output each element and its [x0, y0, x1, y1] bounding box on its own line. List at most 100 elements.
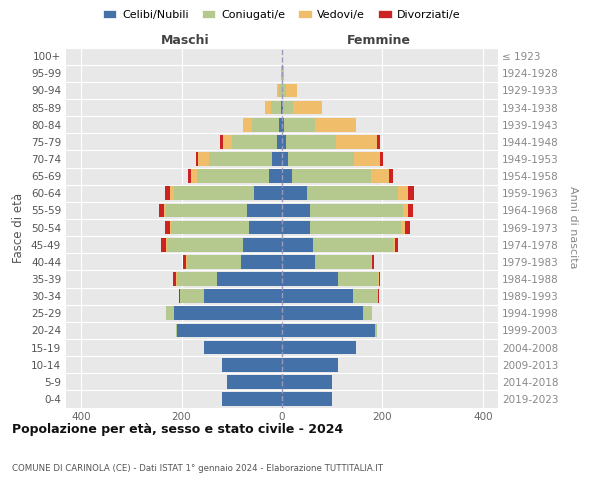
Bar [282, 358, 338, 372]
Bar [293, 100, 322, 114]
Bar [284, 118, 315, 132]
Bar [401, 220, 405, 234]
Bar [252, 118, 280, 132]
Bar [282, 272, 338, 286]
Bar [281, 66, 282, 80]
Bar [307, 186, 398, 200]
Bar [282, 324, 375, 337]
Bar [282, 340, 356, 354]
Bar [371, 255, 372, 268]
Bar [310, 204, 403, 217]
Bar [395, 238, 398, 252]
Bar [380, 152, 383, 166]
Bar [389, 169, 393, 183]
Bar [176, 324, 282, 337]
Text: Popolazione per età, sesso e stato civile - 2024: Popolazione per età, sesso e stato civil… [12, 422, 343, 436]
Bar [196, 152, 198, 166]
Bar [170, 186, 174, 200]
Bar [282, 135, 286, 148]
Bar [159, 204, 164, 217]
Bar [313, 238, 392, 252]
Bar [183, 255, 185, 268]
Bar [392, 238, 395, 252]
Bar [166, 204, 247, 217]
Bar [167, 238, 243, 252]
Bar [185, 255, 187, 268]
Bar [364, 306, 373, 320]
Bar [241, 255, 282, 268]
Bar [232, 135, 277, 148]
Bar [277, 84, 280, 97]
Bar [403, 204, 407, 217]
Bar [280, 84, 282, 97]
Bar [227, 375, 282, 388]
Text: Femmine: Femmine [347, 34, 411, 48]
Bar [271, 100, 281, 114]
Bar [164, 204, 166, 217]
Bar [379, 272, 380, 286]
Bar [277, 135, 282, 148]
Bar [372, 255, 374, 268]
Bar [282, 84, 286, 97]
Y-axis label: Fasce di età: Fasce di età [13, 192, 25, 262]
Bar [179, 289, 180, 303]
Bar [188, 169, 191, 183]
Bar [338, 272, 379, 286]
Bar [243, 238, 282, 252]
Bar [371, 169, 389, 183]
Bar [254, 186, 282, 200]
Text: Maschi: Maschi [160, 34, 209, 48]
Bar [174, 306, 282, 320]
Bar [281, 100, 282, 114]
Bar [222, 392, 282, 406]
Bar [222, 358, 282, 372]
Bar [282, 375, 332, 388]
Bar [407, 186, 413, 200]
Bar [286, 135, 336, 148]
Bar [353, 289, 379, 303]
Bar [282, 186, 307, 200]
Bar [282, 100, 283, 114]
Bar [407, 204, 413, 217]
Bar [247, 204, 282, 217]
Bar [197, 169, 269, 183]
Bar [282, 255, 314, 268]
Bar [315, 118, 356, 132]
Bar [310, 220, 401, 234]
Bar [166, 220, 170, 234]
Bar [223, 135, 232, 148]
Bar [282, 152, 288, 166]
Bar [250, 220, 282, 234]
Bar [161, 238, 166, 252]
Bar [209, 152, 272, 166]
Bar [355, 152, 380, 166]
Bar [170, 220, 172, 234]
Bar [191, 169, 197, 183]
Bar [217, 272, 282, 286]
Bar [405, 220, 410, 234]
Bar [204, 289, 282, 303]
Bar [336, 135, 377, 148]
Bar [282, 392, 332, 406]
Bar [174, 186, 254, 200]
Bar [265, 100, 271, 114]
Bar [198, 152, 209, 166]
Text: COMUNE DI CARINOLA (CE) - Dati ISTAT 1° gennaio 2024 - Elaborazione TUTTITALIA.I: COMUNE DI CARINOLA (CE) - Dati ISTAT 1° … [12, 464, 383, 473]
Bar [180, 289, 204, 303]
Bar [243, 118, 252, 132]
Bar [173, 272, 176, 286]
Bar [166, 306, 174, 320]
Bar [282, 118, 284, 132]
Bar [204, 340, 282, 354]
Bar [220, 135, 223, 148]
Bar [288, 152, 355, 166]
Bar [176, 272, 217, 286]
Bar [286, 84, 297, 97]
Bar [292, 169, 371, 183]
Bar [282, 220, 310, 234]
Bar [172, 220, 250, 234]
Bar [280, 118, 282, 132]
Bar [282, 204, 310, 217]
Bar [283, 66, 284, 80]
Y-axis label: Anni di nascita: Anni di nascita [568, 186, 578, 269]
